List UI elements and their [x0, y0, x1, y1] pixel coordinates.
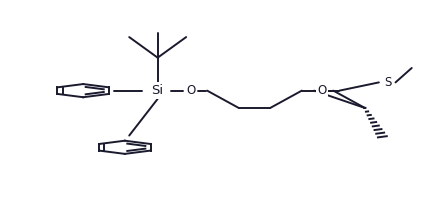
Text: S: S — [384, 76, 391, 89]
Text: O: O — [186, 84, 195, 97]
Text: O: O — [317, 84, 327, 97]
Text: Si: Si — [152, 84, 164, 97]
